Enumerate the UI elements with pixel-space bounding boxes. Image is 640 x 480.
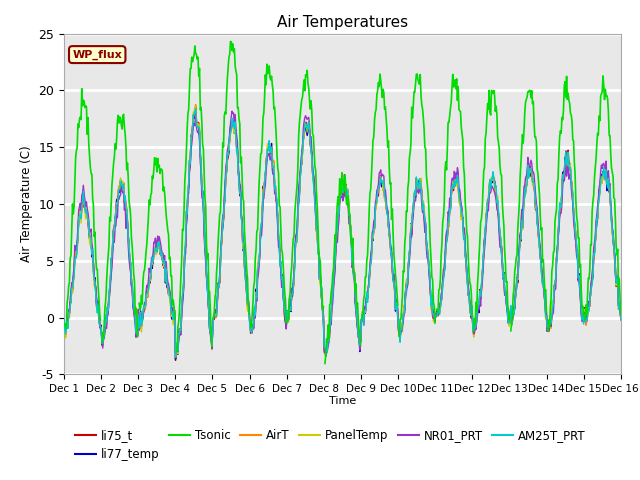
X-axis label: Time: Time — [329, 396, 356, 406]
Y-axis label: Air Temperature (C): Air Temperature (C) — [20, 146, 33, 262]
Text: WP_flux: WP_flux — [72, 49, 122, 60]
Title: Air Temperatures: Air Temperatures — [277, 15, 408, 30]
Legend: li75_t, li77_temp, Tsonic, AirT, PanelTemp, NR01_PRT, AM25T_PRT: li75_t, li77_temp, Tsonic, AirT, PanelTe… — [70, 425, 591, 466]
